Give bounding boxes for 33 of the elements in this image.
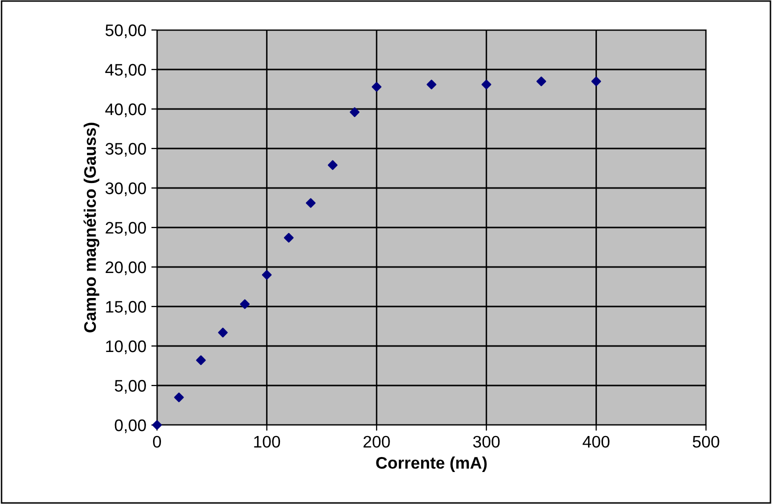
point bbox=[240, 299, 250, 309]
y-tick-label: 50,00 bbox=[106, 24, 146, 38]
point bbox=[284, 232, 294, 243]
x-tick-label: 500 bbox=[692, 436, 720, 448]
point bbox=[262, 270, 272, 280]
x-tick-label: 200 bbox=[364, 436, 390, 448]
y-tick-label: 45,00 bbox=[105, 64, 146, 78]
point bbox=[536, 76, 546, 86]
y-tick-label: 10,00 bbox=[106, 340, 146, 354]
y-tick-label: 40,00 bbox=[105, 103, 146, 118]
point bbox=[328, 160, 338, 170]
point bbox=[306, 198, 316, 208]
y-axis-title: Campo magnético (Gauss) bbox=[84, 122, 100, 332]
y-tick-label: 15,00 bbox=[106, 300, 146, 315]
x-tick-label: 300 bbox=[473, 436, 500, 448]
point bbox=[482, 80, 492, 90]
y-tick-label: 30,00 bbox=[106, 182, 146, 196]
x-tick-label: 400 bbox=[582, 436, 610, 448]
point bbox=[372, 82, 382, 92]
y-tick-label: 5,00 bbox=[114, 380, 146, 394]
y-tick-label: 35,00 bbox=[106, 142, 146, 157]
point bbox=[218, 328, 228, 338]
point bbox=[426, 80, 436, 90]
x-tick-label: 0 bbox=[153, 436, 161, 448]
point bbox=[196, 355, 206, 366]
y-tick-label: 25,00 bbox=[106, 222, 146, 236]
point bbox=[174, 392, 184, 402]
y-tick-label: 20,00 bbox=[106, 261, 146, 276]
x-tick-label: 100 bbox=[254, 436, 280, 448]
x-axis-title: Corrente (mA) bbox=[376, 456, 487, 472]
point bbox=[350, 107, 360, 118]
y-tick-label: 0,00 bbox=[114, 419, 146, 434]
point bbox=[591, 76, 602, 86]
